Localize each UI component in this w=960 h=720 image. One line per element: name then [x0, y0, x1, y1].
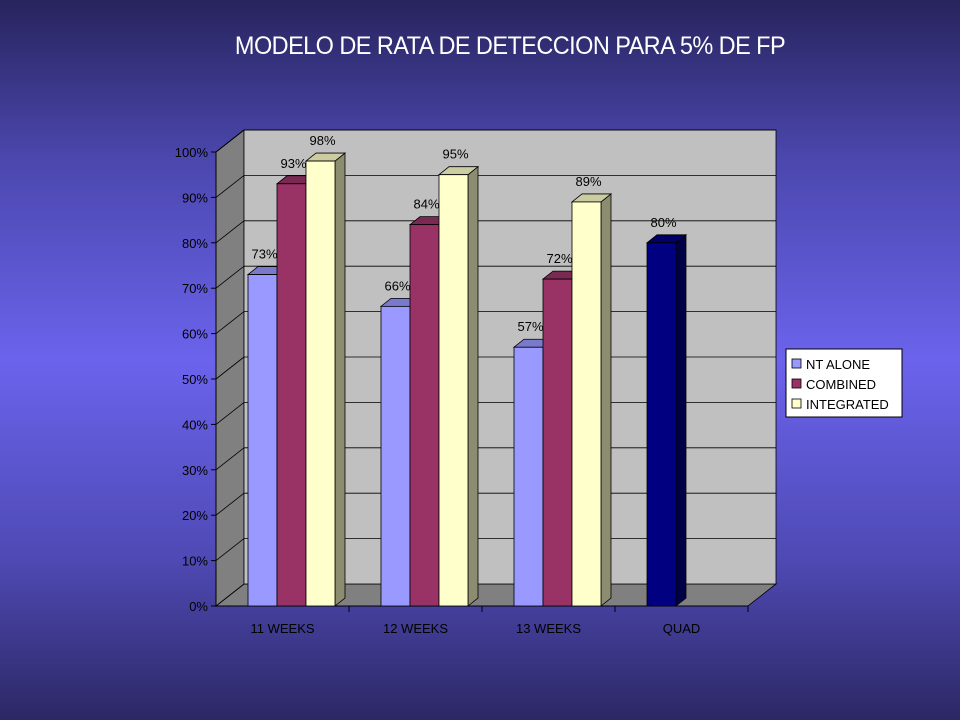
legend-label: INTEGRATED — [806, 397, 889, 412]
legend-swatch — [791, 398, 802, 409]
data-label: 80% — [650, 215, 676, 230]
data-label: 95% — [442, 147, 468, 162]
gridline-side — [215, 175, 245, 198]
bar-quad-side — [675, 233, 687, 607]
slide-title: MODELO DE RATA DE DETECCION PARA 5% DE F… — [234, 32, 786, 60]
data-label: 98% — [309, 133, 335, 148]
bar-integrated-side — [600, 193, 612, 607]
gridline-side — [215, 129, 245, 153]
bar-combined — [276, 183, 307, 607]
y-tick-label: 90% — [182, 190, 208, 205]
data-label: 72% — [546, 251, 572, 266]
bar-nt-alone — [247, 274, 278, 607]
bar-combined — [542, 278, 573, 607]
data-label: 66% — [384, 278, 410, 293]
x-tick-label: 11 WEEKS — [250, 621, 314, 636]
y-tick-label: 80% — [182, 236, 208, 251]
y-tick-label: 40% — [182, 417, 208, 432]
bar-nt-alone — [513, 346, 544, 607]
data-label: 73% — [251, 247, 277, 262]
gridline-side — [215, 220, 245, 244]
data-label: 93% — [280, 156, 306, 171]
x-tick-label: QUAD — [663, 621, 701, 636]
bar-integrated-side — [334, 152, 346, 607]
legend-label: NT ALONE — [806, 357, 870, 372]
gridline-side — [215, 356, 245, 380]
data-label: 57% — [517, 319, 543, 334]
legend — [785, 348, 903, 418]
gridline-side — [215, 538, 245, 561]
y-tick-label: 0% — [189, 599, 208, 614]
x-tick-label: 12 WEEKS — [383, 621, 448, 636]
legend-swatch — [791, 378, 802, 389]
bar-integrated — [305, 160, 336, 607]
bar-nt-alone — [380, 305, 411, 607]
y-tick-label: 20% — [182, 508, 208, 523]
y-tick-label: 30% — [182, 463, 208, 478]
y-tick-label: 60% — [182, 327, 208, 342]
legend-swatch — [791, 358, 802, 369]
bar-integrated-side — [467, 165, 479, 607]
bar-quad — [646, 242, 677, 607]
bar-integrated — [438, 174, 469, 607]
y-tick-label: 70% — [182, 281, 208, 296]
y-tick-label: 10% — [182, 554, 208, 569]
bar-integrated — [571, 201, 602, 607]
gridline-side — [215, 492, 245, 516]
gridline-side — [215, 265, 245, 289]
legend-label: COMBINED — [806, 377, 876, 392]
data-label: 84% — [413, 197, 439, 212]
data-label: 89% — [575, 174, 601, 189]
gridline-side — [215, 311, 245, 334]
y-tick-label: 100% — [175, 145, 209, 160]
gridline-side — [215, 447, 245, 471]
gridline-side — [215, 402, 245, 425]
bar-combined — [409, 224, 440, 607]
y-tick-label: 50% — [182, 372, 208, 387]
x-tick-label: 13 WEEKS — [516, 621, 581, 636]
